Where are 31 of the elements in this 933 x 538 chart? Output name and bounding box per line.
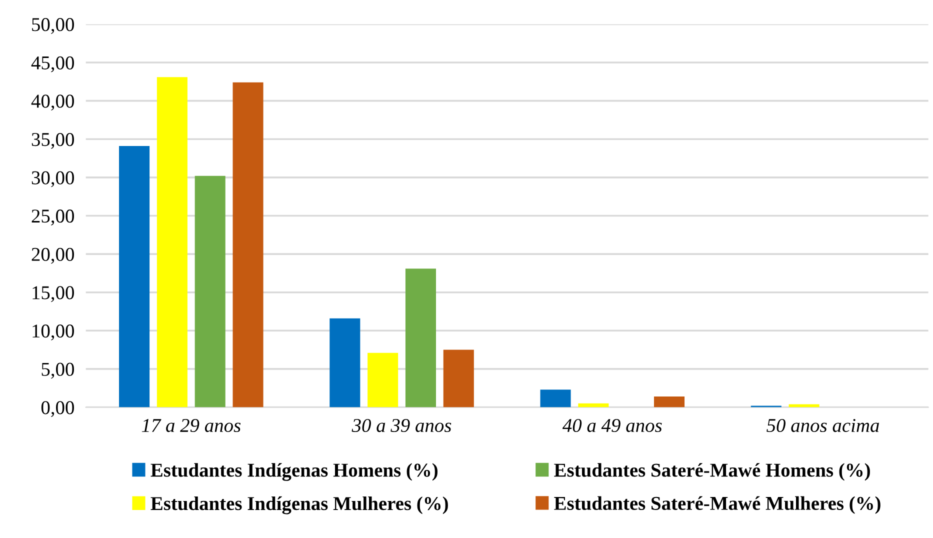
bar xyxy=(119,146,150,408)
bar xyxy=(654,396,685,408)
legend-label: Estudantes Sateré-Mawé Mulheres (%) xyxy=(554,496,880,514)
bar xyxy=(330,318,360,408)
bar xyxy=(405,268,436,408)
y-tick-label: 50,00 xyxy=(32,18,74,34)
bar xyxy=(232,82,264,408)
bar xyxy=(788,404,820,408)
bar xyxy=(156,77,188,408)
y-tick-label: 45,00 xyxy=(31,56,74,72)
x-tick-label: 40 a 49 anos xyxy=(562,418,662,432)
x-tick-label: 50 anos acima xyxy=(766,418,879,432)
y-tick-label: 40,00 xyxy=(31,94,74,111)
x-tick-label: 30 a 39 anos xyxy=(352,418,452,432)
legend-label: Estudantes Sateré-Mawé Homens (%) xyxy=(554,463,870,481)
bar xyxy=(443,350,474,408)
y-tick-label: 30,00 xyxy=(32,171,74,188)
y-tick-label: 0,00 xyxy=(41,401,74,417)
legend-label: Estudantes Indígenas Mulheres (%) xyxy=(150,496,448,514)
bar xyxy=(194,176,226,408)
y-tick-label: 15,00 xyxy=(32,286,74,302)
y-tick-label: 25,00 xyxy=(32,210,74,226)
bar xyxy=(368,352,398,408)
y-tick-label: 35,00 xyxy=(32,132,74,149)
y-tick-label: 10,00 xyxy=(32,324,74,340)
bar xyxy=(578,403,609,408)
y-tick-label: 20,00 xyxy=(32,248,74,264)
bar xyxy=(540,390,571,408)
y-tick-label: 5,00 xyxy=(42,362,74,379)
legend-label: Estudantes Indígenas Homens (%) xyxy=(150,463,438,481)
x-tick-label: 17 a 29 anos xyxy=(142,418,241,432)
